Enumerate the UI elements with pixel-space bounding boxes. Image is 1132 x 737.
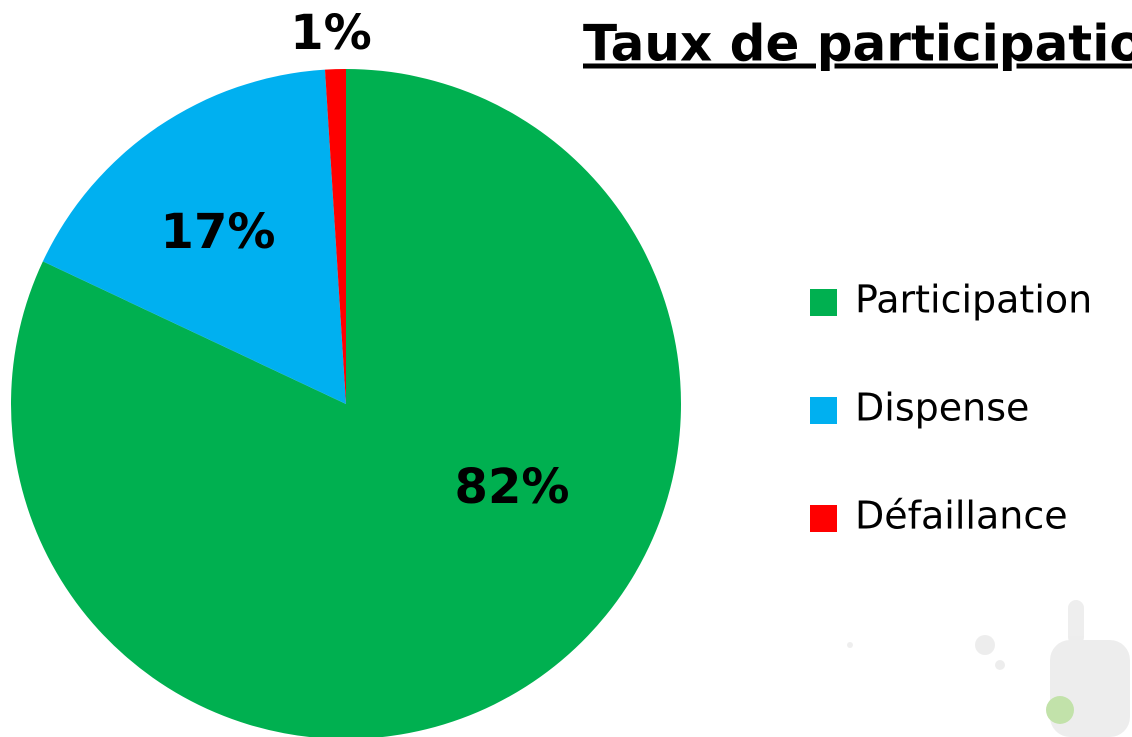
legend-label: Participation (855, 278, 1092, 322)
legend-swatch (810, 289, 837, 316)
legend-swatch (810, 505, 837, 532)
chart: Taux de participation 82% 17% 1% Participat… (0, 0, 1132, 737)
page: Taux de participation 82% 17% 1% Participat… (0, 0, 1132, 737)
chart-title: Taux de participation (583, 15, 1132, 73)
legend-label: Dispense (855, 386, 1029, 430)
background-decoration (847, 600, 1130, 737)
data-label: 17% (161, 204, 276, 260)
data-label: 82% (455, 459, 570, 515)
legend-label: Défaillance (855, 494, 1068, 538)
data-label: 1% (290, 5, 372, 61)
legend-swatch (810, 397, 837, 424)
